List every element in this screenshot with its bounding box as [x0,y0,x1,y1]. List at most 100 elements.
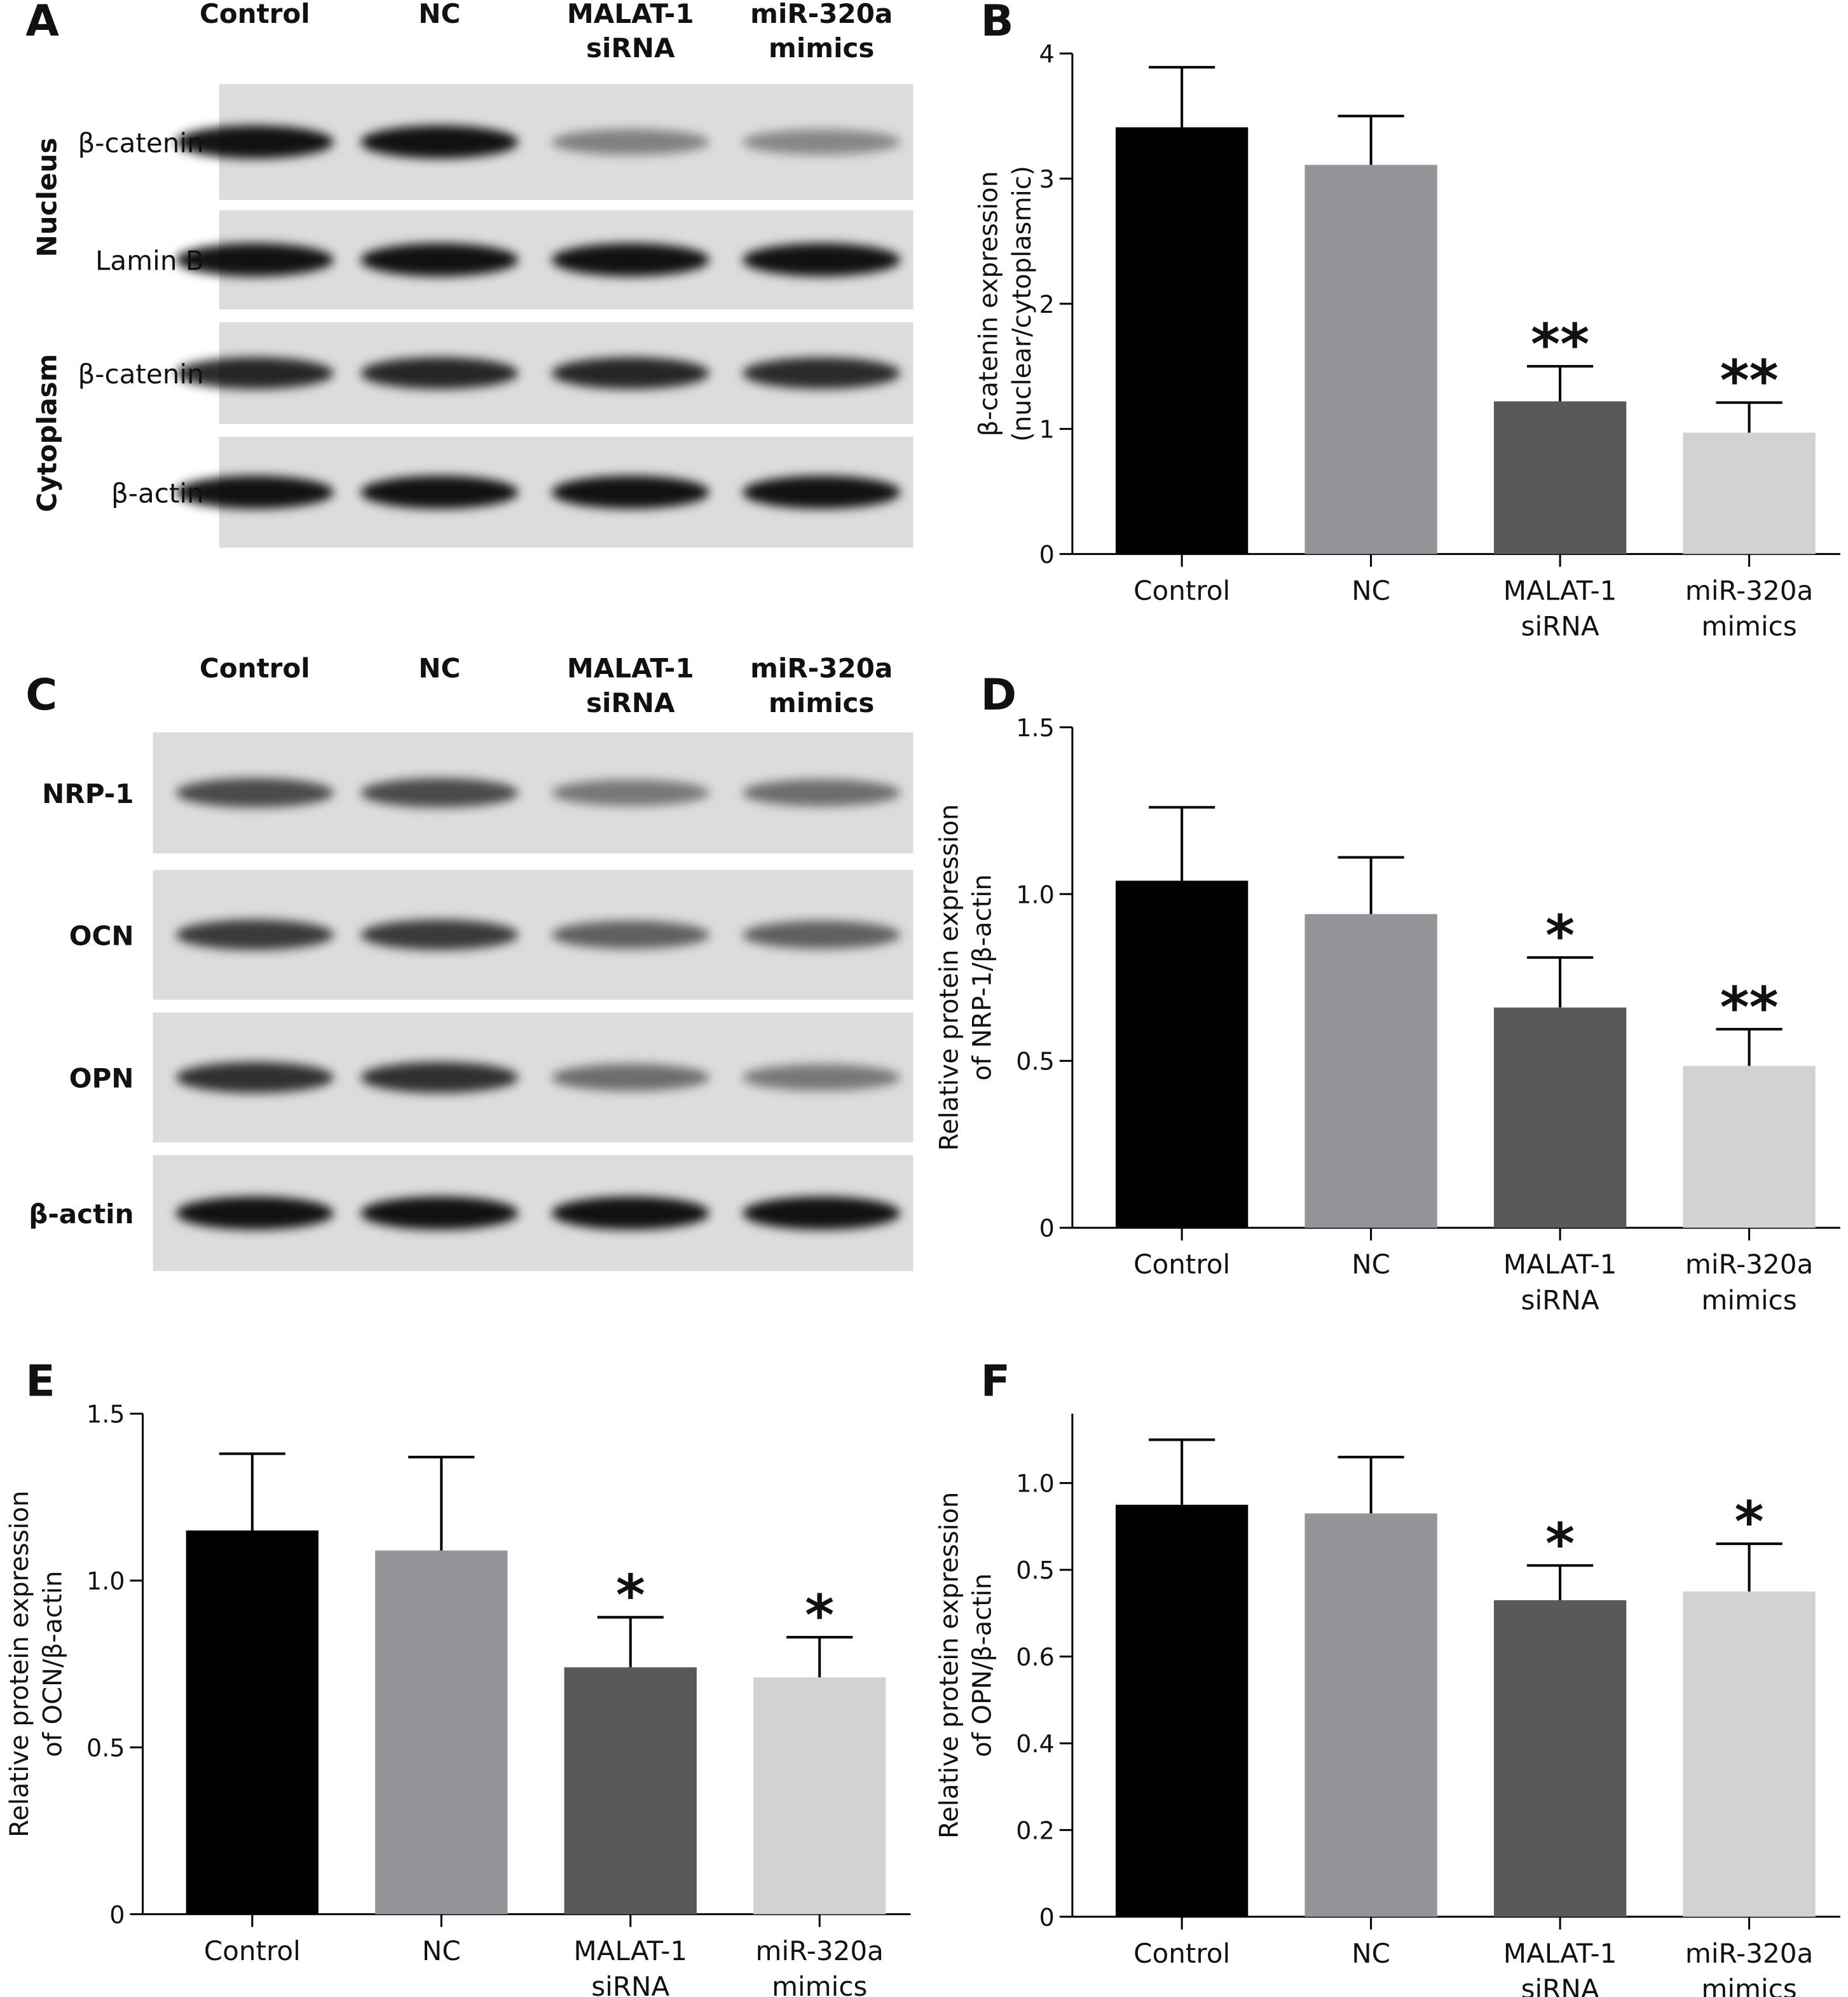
y-tick-label: 0.5 [86,1734,125,1762]
band [743,476,901,509]
band [551,1196,709,1230]
significance: ** [1720,348,1778,413]
bar [1493,1600,1627,1917]
row-label: Lamin B [95,245,204,277]
error-bar [1149,1438,1215,1505]
band [360,243,519,277]
band [175,357,334,389]
band [743,779,901,807]
y-tick-label: 4 [1039,40,1055,68]
y-tick-label: 0 [1039,1904,1055,1932]
band [743,1196,901,1230]
x-tick-label: Control [1133,575,1230,607]
significance: * [1545,1511,1575,1576]
x-tick-label: MALAT-1 siRNA [1503,1249,1617,1315]
x-tick-label: miR-320a mimics [756,1935,884,1997]
bar [1493,401,1627,554]
bands [175,476,901,509]
band [360,125,519,159]
band [551,1064,709,1092]
bar [375,1550,508,1914]
bands [175,125,901,159]
panel-letter: A [25,0,59,46]
band [175,1196,334,1230]
panel-letter: F [981,1356,1011,1406]
group-label: Cytoplasm [31,354,62,512]
y-tick-label: 1 [1039,416,1055,444]
band [175,243,334,277]
y-tick-label: 1.0 [1016,1470,1055,1498]
y-tick-label: 0.4 [1016,1730,1055,1758]
panel-letter: E [25,1356,55,1406]
y-tick-label: 1.0 [86,1567,125,1595]
y-axis-label: of OPN/β-actin [968,1574,997,1757]
x-tick-label: NC [1352,1938,1390,1969]
bands [175,1062,901,1094]
y-axis-label: Relative protein expression [935,1492,964,1839]
band [551,243,709,277]
lane-label: NC [418,653,460,684]
y-tick-label: 3 [1039,165,1055,193]
row-label: OPN [69,1063,134,1094]
error-bar [1338,1455,1404,1514]
x-tick-label: NC [422,1935,461,1966]
bar [1683,1066,1816,1228]
row-label: β-catenin [78,127,203,158]
band [360,476,519,509]
x-tick-label: MALAT-1 siRNA [573,1935,687,1997]
bar [1115,881,1249,1228]
error-bar [1338,114,1404,165]
x-tick-label: miR-320a mimics [1685,1249,1813,1315]
band [551,779,709,806]
error-bar [1527,1564,1594,1600]
y-axis-label: Relative protein expression [935,804,964,1151]
y-tick-label: 2 [1039,291,1055,319]
y-axis-label: of OCN/β-actin [38,1571,67,1757]
y-tick-label: 1.5 [1016,714,1055,742]
y-tick-label: 0 [109,1901,125,1929]
error-bar [408,1455,475,1551]
error-bar [1149,65,1215,128]
bar [1304,914,1437,1228]
y-tick-label: 0.5 [1016,1556,1055,1584]
lane-label: NC [418,0,460,29]
y-tick-label: 0.2 [1016,1816,1055,1844]
row-label: β-actin [111,477,204,509]
significance: * [616,1563,645,1628]
error-bar [1716,1027,1783,1066]
panel-letter: B [981,0,1014,46]
row-label: β-actin [29,1198,133,1230]
bands [175,919,901,950]
bar [1493,1007,1627,1228]
panel-letter: C [25,670,57,720]
group-label: Nucleus [31,138,62,257]
bar [753,1677,886,1914]
y-tick-label: 1.5 [86,1401,125,1429]
error-bar [597,1616,664,1668]
band [175,125,334,159]
y-tick-label: 0.6 [1016,1644,1055,1671]
bands [175,1196,901,1230]
band [360,1196,519,1230]
lane-label: miR-320a mimics [750,653,893,718]
band [175,778,334,808]
error-bar [1527,365,1594,402]
bar [1115,1504,1249,1917]
band [360,778,519,808]
bar [564,1667,697,1914]
band [743,243,901,277]
band [743,1064,901,1091]
x-tick-label: Control [1133,1938,1230,1969]
error-bar [1527,956,1594,1008]
row-label: β-catenin [78,359,203,390]
lane-label: MALAT-1 siRNA [567,653,694,718]
bands [175,357,901,389]
significance: * [805,1582,834,1648]
band [551,476,709,509]
y-axis-label: of NRP-1/β-actin [968,874,997,1081]
band [360,919,519,950]
x-tick-label: miR-320a mimics [1685,1938,1813,1997]
lane-label: miR-320a mimics [750,0,893,64]
error-bar [1716,401,1783,433]
bar [1683,432,1816,554]
